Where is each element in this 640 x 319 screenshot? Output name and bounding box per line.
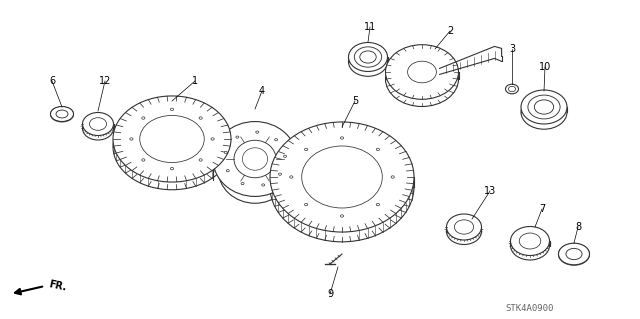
Ellipse shape	[301, 146, 382, 208]
Ellipse shape	[447, 214, 481, 240]
Ellipse shape	[140, 123, 204, 170]
Ellipse shape	[227, 170, 229, 172]
Ellipse shape	[51, 107, 74, 122]
Ellipse shape	[376, 148, 380, 151]
Ellipse shape	[360, 51, 376, 63]
Ellipse shape	[349, 47, 387, 76]
Ellipse shape	[454, 224, 474, 239]
Ellipse shape	[170, 108, 173, 111]
Ellipse shape	[213, 122, 297, 197]
Ellipse shape	[454, 220, 474, 234]
Ellipse shape	[528, 95, 560, 119]
Text: 13: 13	[484, 186, 496, 196]
Ellipse shape	[140, 115, 204, 163]
Ellipse shape	[170, 167, 173, 170]
Ellipse shape	[284, 155, 287, 157]
Ellipse shape	[236, 136, 239, 138]
Ellipse shape	[511, 226, 550, 256]
Ellipse shape	[270, 132, 414, 242]
Ellipse shape	[234, 140, 276, 178]
Ellipse shape	[224, 151, 227, 153]
Ellipse shape	[511, 231, 550, 260]
Ellipse shape	[113, 104, 231, 190]
Ellipse shape	[83, 113, 113, 136]
Ellipse shape	[355, 47, 381, 67]
Ellipse shape	[508, 86, 516, 92]
Ellipse shape	[385, 52, 458, 107]
Ellipse shape	[385, 45, 458, 99]
Ellipse shape	[130, 138, 133, 140]
Ellipse shape	[141, 117, 145, 119]
Ellipse shape	[56, 110, 68, 118]
Ellipse shape	[559, 244, 589, 265]
Ellipse shape	[199, 159, 202, 161]
Ellipse shape	[559, 243, 589, 265]
Ellipse shape	[278, 173, 282, 175]
Ellipse shape	[376, 204, 380, 206]
Ellipse shape	[340, 137, 344, 139]
Ellipse shape	[243, 148, 268, 170]
Ellipse shape	[290, 176, 293, 178]
Ellipse shape	[301, 156, 382, 218]
Ellipse shape	[447, 219, 481, 244]
Ellipse shape	[51, 107, 74, 122]
Ellipse shape	[305, 204, 308, 206]
Ellipse shape	[141, 159, 145, 161]
Ellipse shape	[83, 117, 113, 140]
Ellipse shape	[218, 136, 292, 203]
Text: 3: 3	[509, 44, 515, 54]
Ellipse shape	[90, 122, 106, 135]
Ellipse shape	[241, 182, 244, 185]
Text: 1: 1	[192, 76, 198, 86]
Ellipse shape	[256, 131, 259, 133]
Ellipse shape	[262, 184, 265, 186]
Ellipse shape	[305, 148, 308, 151]
Ellipse shape	[519, 233, 541, 249]
Ellipse shape	[270, 122, 414, 232]
Text: 10: 10	[539, 62, 551, 72]
Ellipse shape	[521, 95, 567, 129]
Text: 12: 12	[99, 76, 111, 86]
Text: 8: 8	[575, 222, 581, 232]
Ellipse shape	[349, 42, 387, 71]
Ellipse shape	[199, 117, 202, 119]
Ellipse shape	[211, 138, 214, 140]
Ellipse shape	[519, 238, 541, 254]
Text: STK4A0900: STK4A0900	[506, 304, 554, 313]
Ellipse shape	[90, 118, 106, 130]
Text: FR.: FR.	[48, 279, 68, 293]
Text: 2: 2	[447, 26, 453, 36]
Text: 5: 5	[352, 96, 358, 106]
Text: 7: 7	[539, 204, 545, 214]
Ellipse shape	[566, 249, 582, 260]
Ellipse shape	[275, 138, 278, 141]
Ellipse shape	[113, 96, 231, 182]
Ellipse shape	[408, 61, 436, 83]
Text: 11: 11	[364, 22, 376, 32]
Text: 9: 9	[327, 289, 333, 299]
Text: 4: 4	[259, 86, 265, 96]
Ellipse shape	[534, 100, 554, 114]
Ellipse shape	[521, 90, 567, 124]
Ellipse shape	[340, 215, 344, 217]
Text: 6: 6	[49, 76, 55, 86]
Ellipse shape	[391, 176, 394, 178]
Ellipse shape	[506, 84, 518, 94]
